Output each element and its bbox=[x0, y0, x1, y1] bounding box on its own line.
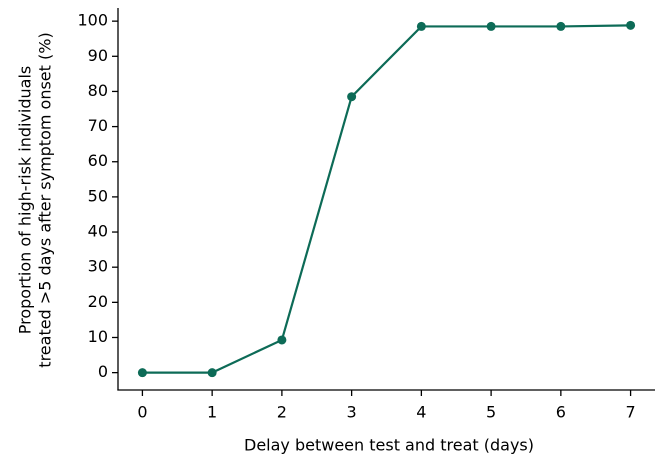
y-tick-label: 50 bbox=[88, 186, 108, 205]
y-tick-label: 10 bbox=[88, 327, 108, 346]
x-tick-label: 1 bbox=[207, 403, 217, 422]
y-tick-label: 30 bbox=[88, 257, 108, 276]
x-tick-label: 6 bbox=[556, 403, 566, 422]
y-tick-label: 70 bbox=[88, 116, 108, 135]
marker bbox=[486, 21, 496, 31]
y-axis-label: Proportion of high-risk individuals bbox=[16, 66, 35, 335]
marker bbox=[137, 368, 147, 378]
y-tick-label: 20 bbox=[88, 292, 108, 311]
x-tick-label: 3 bbox=[347, 403, 357, 422]
y-tick-label: 90 bbox=[88, 46, 108, 65]
x-axis-label: Delay between test and treat (days) bbox=[244, 436, 534, 455]
marker bbox=[277, 335, 287, 345]
marker bbox=[207, 368, 217, 378]
y-tick-label: 80 bbox=[88, 81, 108, 100]
marker bbox=[416, 21, 426, 31]
y-tick-label: 40 bbox=[88, 222, 108, 241]
y-tick-label: 0 bbox=[98, 362, 108, 381]
marker bbox=[556, 21, 566, 31]
x-tick-label: 5 bbox=[486, 403, 496, 422]
x-tick-label: 4 bbox=[416, 403, 426, 422]
y-tick-label: 100 bbox=[77, 11, 108, 30]
y-tick-label: 60 bbox=[88, 151, 108, 170]
x-tick-label: 0 bbox=[137, 403, 147, 422]
x-tick-label: 2 bbox=[277, 403, 287, 422]
line bbox=[142, 24, 631, 374]
marker bbox=[626, 20, 636, 30]
x-tick-label: 7 bbox=[625, 403, 635, 422]
y-axis-label: treated >5 days after symptom onset (%) bbox=[36, 32, 55, 367]
marker bbox=[347, 92, 357, 102]
